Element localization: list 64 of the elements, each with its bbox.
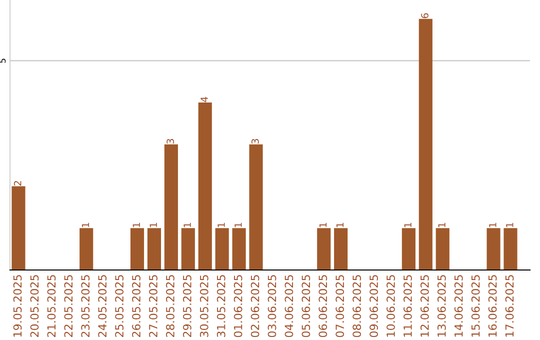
x-tick-label: 16.06.2025 [488,275,497,337]
bar [12,186,26,270]
data-label: 6 [421,13,428,18]
bar [334,228,348,270]
x-tick-label: 15.06.2025 [471,275,480,337]
data-label: 1 [319,222,327,228]
x-tick-label: 29.05.2025 [182,275,192,337]
x-tick-label: 22.05.2025 [64,275,73,337]
x-tick-label: 26.05.2025 [132,275,140,337]
data-label: 1 [438,222,446,228]
data-label: 3 [251,139,259,144]
x-tick-label: 07.06.2025 [336,275,344,338]
x-tick-label: 04.06.2025 [284,275,294,338]
x-tick-label: 08.06.2025 [352,275,362,338]
x-tick-label: 05.06.2025 [302,275,310,338]
data-label: 1 [404,222,412,228]
x-tick-label: 20.05.2025 [30,275,39,337]
x-tick-label: 11.06.2025 [404,275,412,337]
data-label: 3 [166,139,174,144]
x-tick-label: 02.06.2025 [250,275,260,338]
bar [232,228,246,270]
x-tick-label: 19.05.2025 [13,275,22,337]
bar [198,102,212,270]
x-tick-label: 01.06.2025 [234,275,242,338]
bar [418,18,432,270]
x-tick-label: 24.05.2025 [98,275,107,337]
bar [249,144,263,270]
x-tick-label: 10.06.2025 [386,275,395,337]
data-label: 4 [200,96,208,102]
data-label: 1 [336,222,344,228]
data-label: 1 [218,222,225,228]
data-label: 1 [82,222,90,228]
x-tick-label: 06.06.2025 [318,275,328,338]
x-tick-label: 31.05.2025 [216,275,226,337]
bar [130,228,144,270]
data-label: 1 [132,222,140,228]
bar [80,228,94,270]
x-tick-label: 25.05.2025 [115,275,124,337]
x-tick-label: 13.06.2025 [437,275,446,337]
x-tick-label: 09.06.2025 [370,275,378,338]
bar [215,228,229,270]
bar [164,144,178,270]
x-tick-label: 30.05.2025 [200,275,208,337]
data-label: 1 [506,222,514,228]
x-tick-label: 14.06.2025 [454,275,463,337]
bar [436,228,450,270]
bar [486,228,500,270]
x-tick-label: 28.05.2025 [166,275,174,337]
bar [147,228,161,270]
data-label: 1 [150,222,157,228]
bar [317,228,331,270]
x-tick-label: 27.05.2025 [149,275,158,337]
data-label: 1 [489,222,496,228]
x-tick-label: 17.06.2025 [505,275,514,337]
x-tick-label: 21.05.2025 [47,275,56,337]
data-label: 2 [14,181,22,186]
data-label: 1 [234,222,242,228]
bar [504,228,518,270]
x-tick-label: 03.06.2025 [268,275,276,338]
x-tick-label: 12.06.2025 [420,275,429,337]
x-tick-label: 23.05.2025 [81,275,90,337]
bar [181,228,195,270]
data-label: 1 [184,222,191,228]
bar [402,228,416,270]
